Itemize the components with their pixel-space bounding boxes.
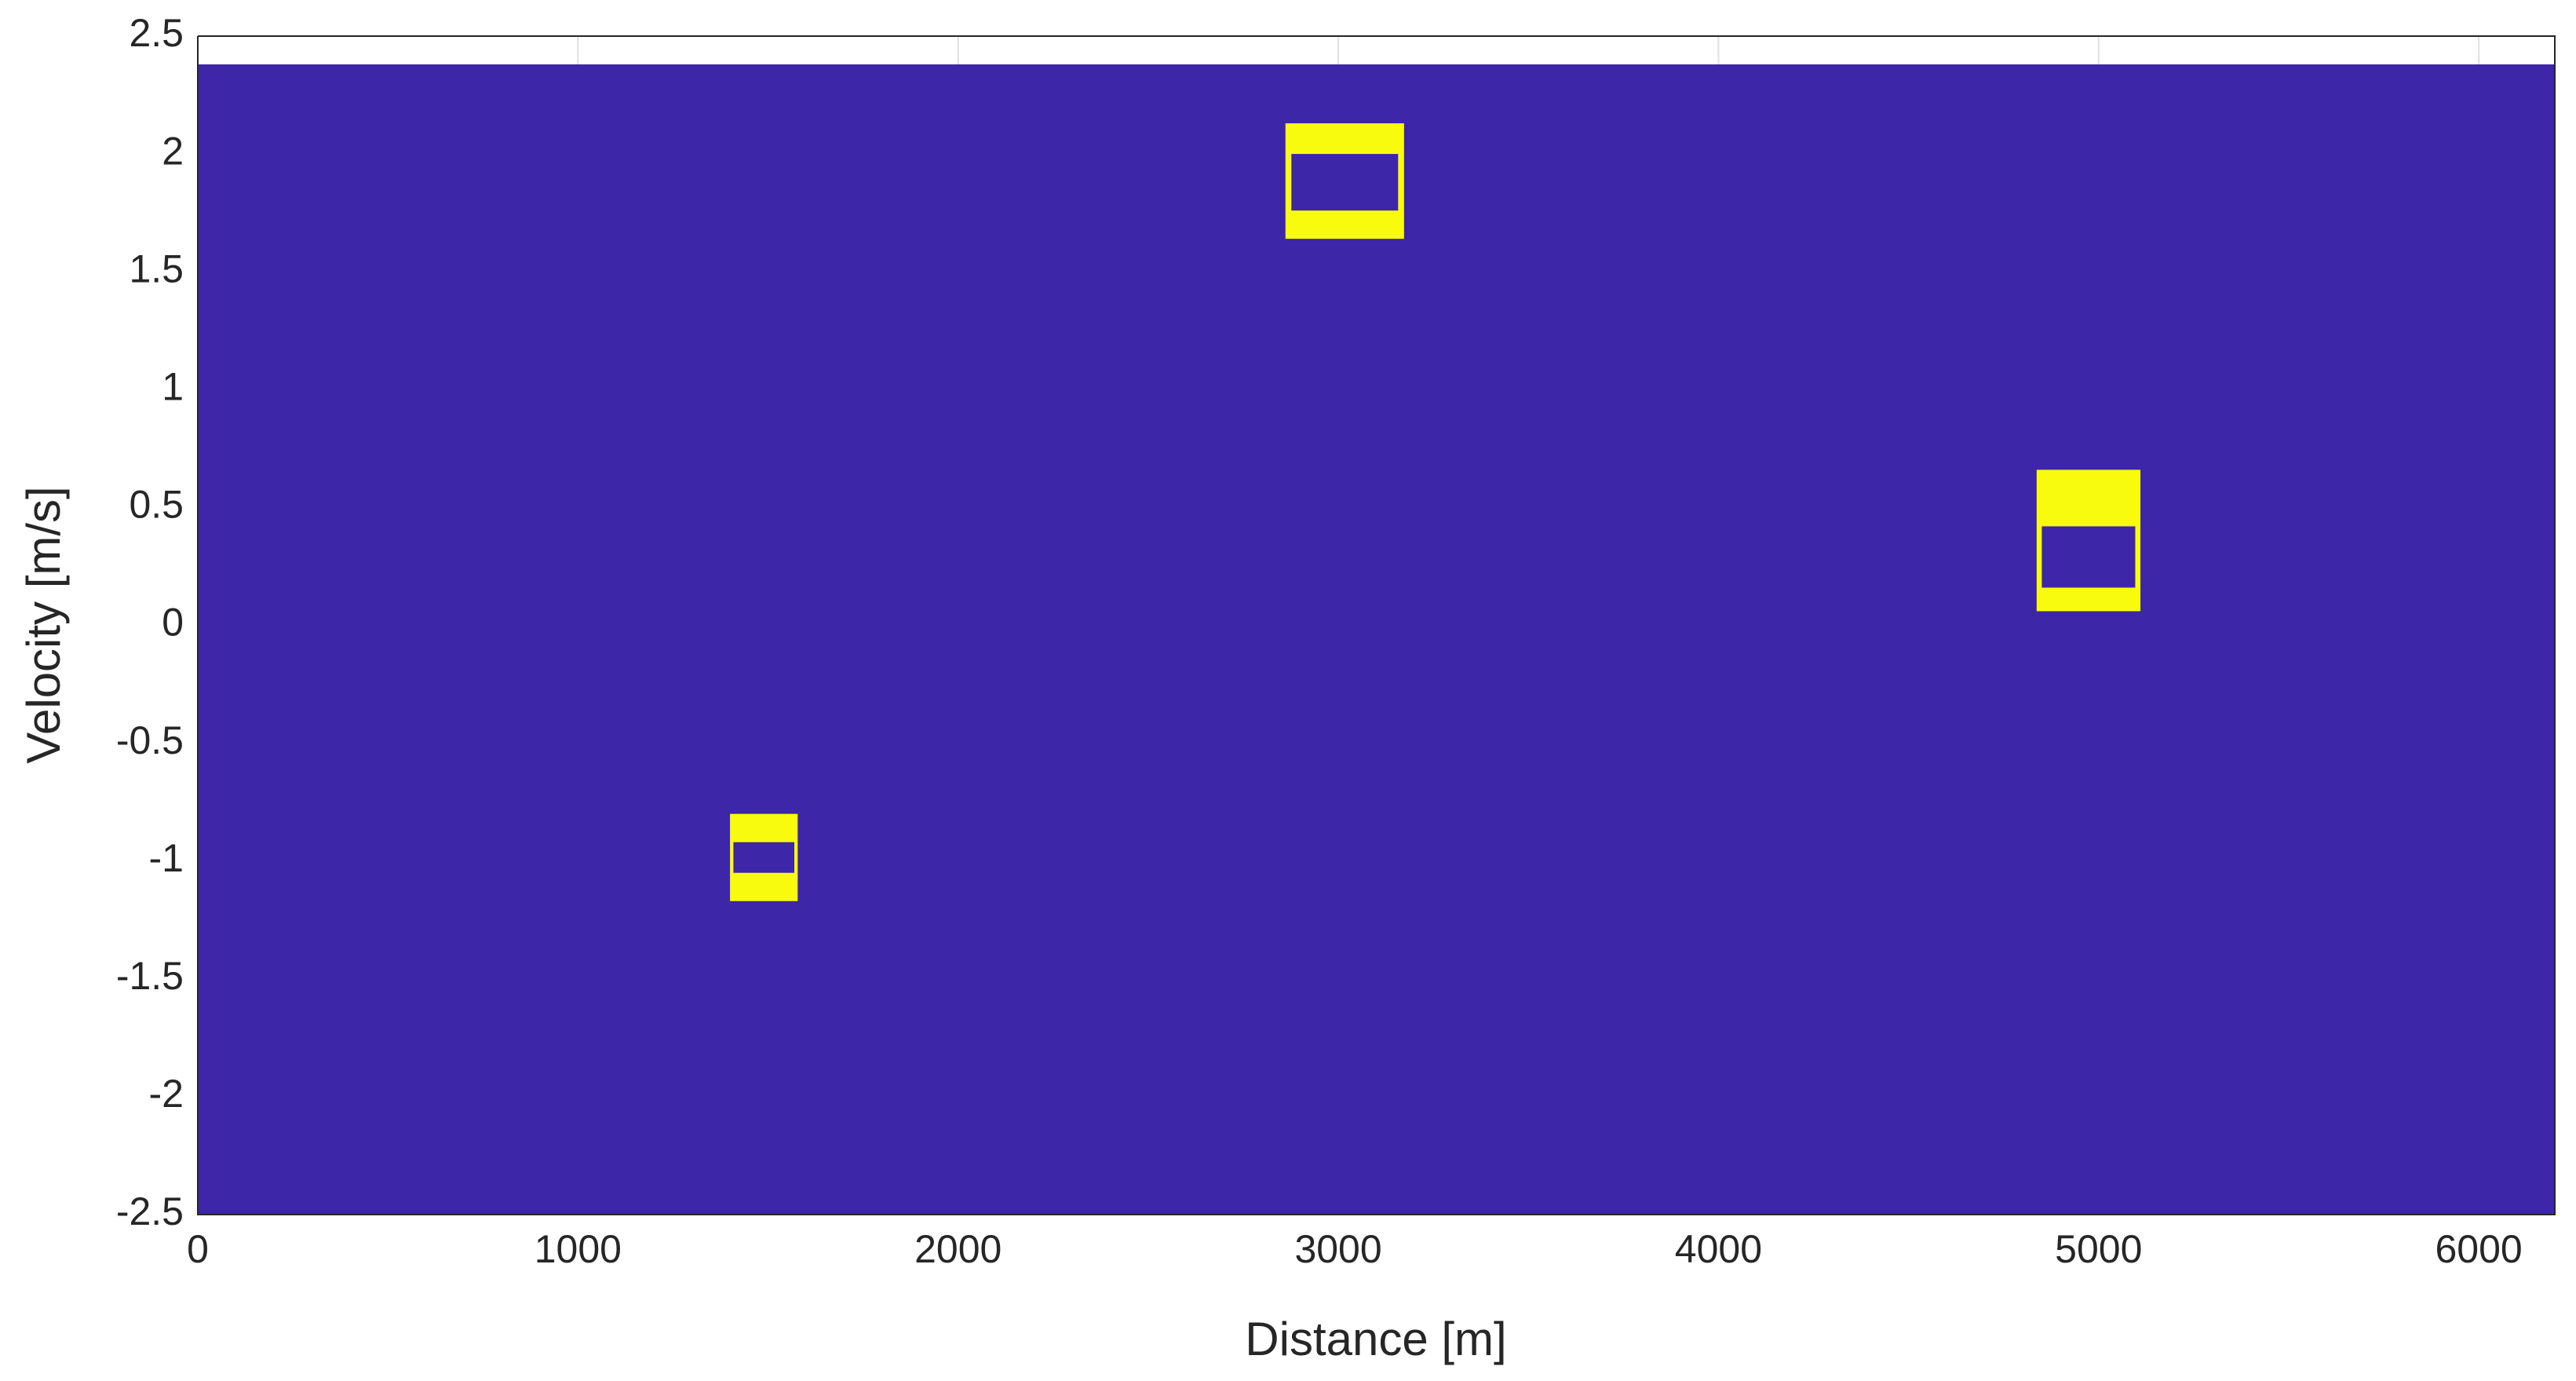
y-axis-label: Velocity [m/s]	[17, 486, 70, 763]
heatmap-background	[198, 64, 2555, 1215]
target-hole	[1291, 154, 1399, 211]
y-tick-label: -0.5	[116, 718, 184, 762]
y-tick-label: 2.5	[129, 11, 184, 55]
x-tick-label: 4000	[1675, 1227, 1762, 1271]
y-tick-label: 1	[162, 365, 184, 409]
x-tick-label: 5000	[2055, 1227, 2142, 1271]
y-tick-label: -1	[149, 836, 184, 880]
y-tick-label: 0.5	[129, 483, 184, 527]
x-tick-label: 1000	[535, 1227, 622, 1271]
x-tick-label: 6000	[2436, 1227, 2523, 1271]
target-hole	[733, 842, 795, 873]
x-tick-label: 2000	[914, 1227, 1002, 1271]
y-tick-label: 0	[162, 601, 184, 645]
y-tick-label: 1.5	[129, 247, 184, 290]
axes-box	[197, 35, 2556, 1215]
y-tick-label: -2	[149, 1072, 184, 1116]
y-tick-label: -2.5	[116, 1189, 184, 1233]
y-tick-label: 2	[162, 129, 184, 173]
x-axis-label: Distance [m]	[1245, 1313, 1506, 1365]
x-tick-label: 3000	[1294, 1227, 1381, 1271]
x-tick-label: 0	[187, 1227, 209, 1271]
y-tick-label: -1.5	[116, 954, 184, 998]
target-hole	[2041, 526, 2136, 588]
